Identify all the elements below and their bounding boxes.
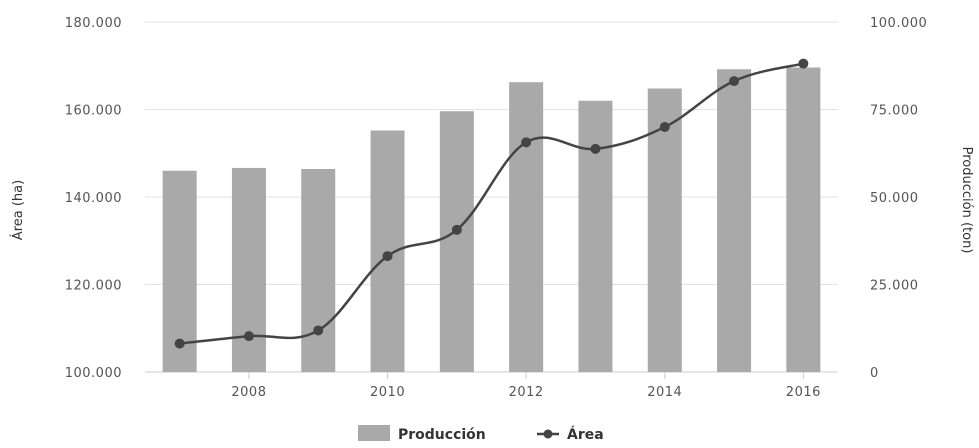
bar-produccion bbox=[509, 82, 544, 372]
point-area bbox=[451, 224, 462, 235]
point-area bbox=[590, 143, 601, 154]
y-right-tick-label: 100.000 bbox=[870, 16, 927, 31]
point-area bbox=[659, 122, 670, 132]
legend-label-area: Área bbox=[567, 426, 604, 443]
bar-produccion bbox=[647, 88, 682, 372]
y-left-tick-label: 160.000 bbox=[65, 104, 122, 119]
y-axis-left: 100.000 120.000 140.000 160.000 180.000 bbox=[65, 16, 122, 381]
x-tick-label: 2010 bbox=[370, 385, 405, 400]
bar-produccion bbox=[578, 100, 613, 372]
y-right-tick-label: 0 bbox=[870, 366, 879, 381]
bar-produccion bbox=[162, 170, 197, 372]
y-left-tick-label: 140.000 bbox=[65, 191, 122, 206]
y-left-tick-label: 120.000 bbox=[65, 279, 122, 294]
legend-item-area[interactable]: Área bbox=[537, 426, 604, 443]
y-left-tick-label: 180.000 bbox=[65, 16, 122, 31]
point-area bbox=[729, 76, 740, 87]
legend-swatch-produccion bbox=[358, 425, 390, 441]
x-tick-label: 2014 bbox=[647, 385, 682, 400]
point-area bbox=[798, 58, 809, 69]
bar-produccion bbox=[717, 69, 752, 372]
legend-label-produccion: Producción bbox=[398, 427, 486, 443]
bar-produccion bbox=[439, 111, 474, 372]
point-area bbox=[382, 251, 393, 262]
y-right-tick-label: 75.000 bbox=[870, 104, 919, 119]
point-area bbox=[243, 331, 254, 342]
point-area bbox=[521, 137, 532, 148]
line-series-area bbox=[174, 58, 809, 349]
legend-marker-area bbox=[543, 429, 553, 439]
bar-produccion bbox=[786, 67, 821, 372]
legend: Producción Área bbox=[358, 425, 604, 443]
bar-produccion bbox=[301, 169, 336, 372]
y-right-tick-label: 25.000 bbox=[870, 279, 919, 294]
bar-series-produccion bbox=[162, 67, 821, 372]
y-axis-left-title: Área (ha) bbox=[10, 180, 26, 240]
y-axis-right: 0 25.000 50.000 75.000 100.000 bbox=[870, 16, 927, 381]
x-tick-label: 2008 bbox=[231, 385, 266, 400]
point-area bbox=[174, 338, 185, 349]
line-area-path bbox=[179, 62, 804, 345]
y-axis-right-title: Producción (ton) bbox=[959, 147, 974, 254]
x-tick-label: 2016 bbox=[786, 385, 821, 400]
y-right-tick-label: 50.000 bbox=[870, 191, 919, 206]
x-axis: 2008 2010 2012 2014 2016 bbox=[231, 372, 820, 400]
x-tick-label: 2012 bbox=[509, 385, 544, 400]
legend-item-produccion[interactable]: Producción bbox=[358, 425, 486, 443]
point-area bbox=[313, 325, 324, 336]
y-left-tick-label: 100.000 bbox=[65, 366, 122, 381]
bar-produccion bbox=[231, 167, 266, 372]
